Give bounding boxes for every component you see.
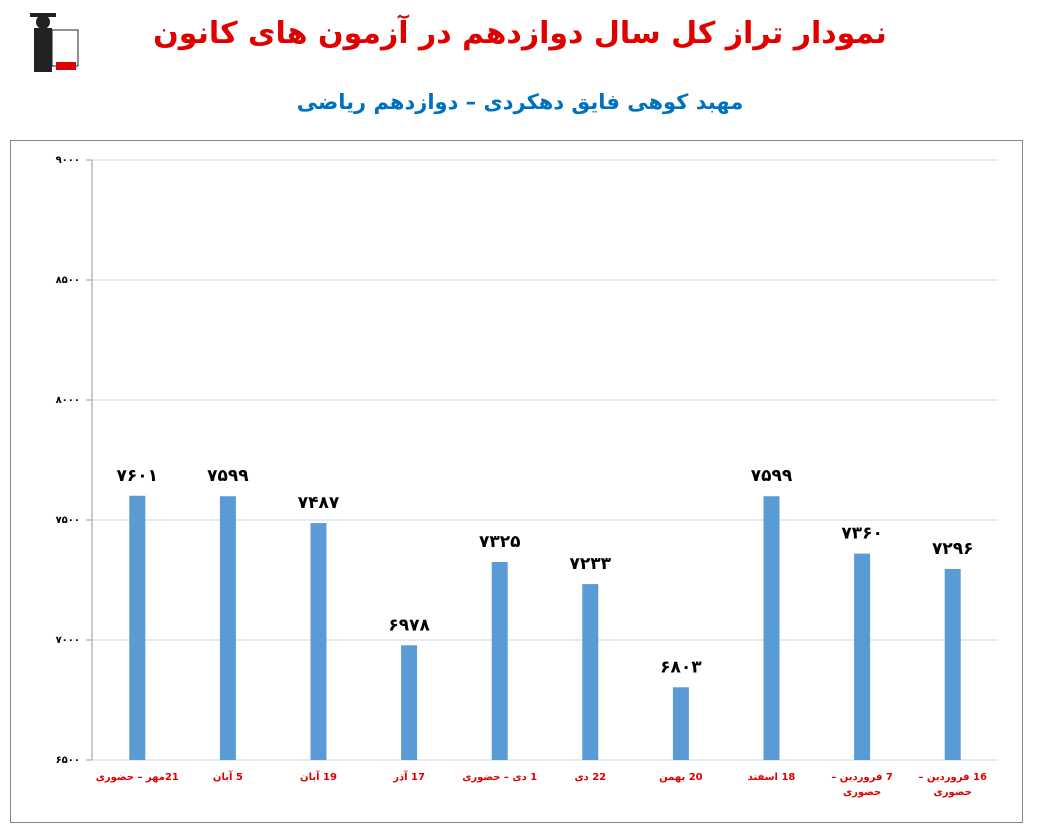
bar	[491, 562, 508, 760]
data-label: ۷۳۲۵	[479, 532, 521, 552]
bar	[672, 687, 689, 760]
data-label: ۶۸۰۳	[660, 657, 702, 677]
chart-subtitle: مهبد کوهی فایق دهکردی – دوازدهم ریاضی	[296, 90, 744, 114]
data-label: ۷۵۹۹	[207, 466, 249, 486]
data-label: ۷۴۸۷	[298, 493, 340, 513]
bar	[129, 495, 146, 760]
x-tick-label: 1 دی – حضوری	[462, 772, 538, 783]
bar	[310, 523, 327, 760]
bar	[219, 496, 236, 760]
y-tick-label: ۹۰۰۰	[56, 155, 80, 166]
x-tick-label: 21مهر – حضوری	[95, 772, 179, 783]
data-label: ۷۲۹۶	[932, 539, 974, 559]
bar	[582, 584, 599, 760]
y-tick-label: ۶۵۰۰	[56, 755, 80, 766]
x-tick-label: 18 اسفند	[747, 772, 796, 783]
logo	[30, 13, 79, 72]
x-tick-label: 20 بهمن	[659, 772, 703, 783]
x-tick-label: 19 آبان	[300, 772, 337, 783]
y-tick-label: ۷۵۰۰	[56, 515, 80, 526]
bar	[944, 568, 961, 760]
data-label: ۷۲۳۳	[570, 554, 612, 574]
data-label: ۷۵۹۹	[751, 466, 793, 486]
data-label: ۶۹۷۸	[388, 615, 430, 635]
chart-frame	[10, 140, 1023, 823]
x-tick-label: 16 فروردین – حضوری	[918, 772, 987, 798]
chart-title: نمودار تراز کل سال دوازدهم در آزمون های …	[153, 16, 887, 51]
x-tick-label: 5 آبان	[212, 772, 243, 783]
bar	[763, 496, 780, 760]
y-tick-label: ۸۵۰۰	[56, 275, 80, 286]
data-label: ۷۳۶۰	[841, 524, 883, 544]
x-tick-label: 17 آذر	[393, 772, 425, 783]
x-tick-label: 7 فروردین – حضوری	[831, 772, 893, 798]
bar	[401, 645, 418, 760]
y-tick-label: ۷۰۰۰	[56, 635, 80, 646]
y-tick-label: ۸۰۰۰	[56, 395, 80, 406]
x-tick-label: 22 دی	[574, 772, 607, 783]
bar	[854, 553, 871, 760]
data-label: ۷۶۰۱	[117, 466, 159, 486]
